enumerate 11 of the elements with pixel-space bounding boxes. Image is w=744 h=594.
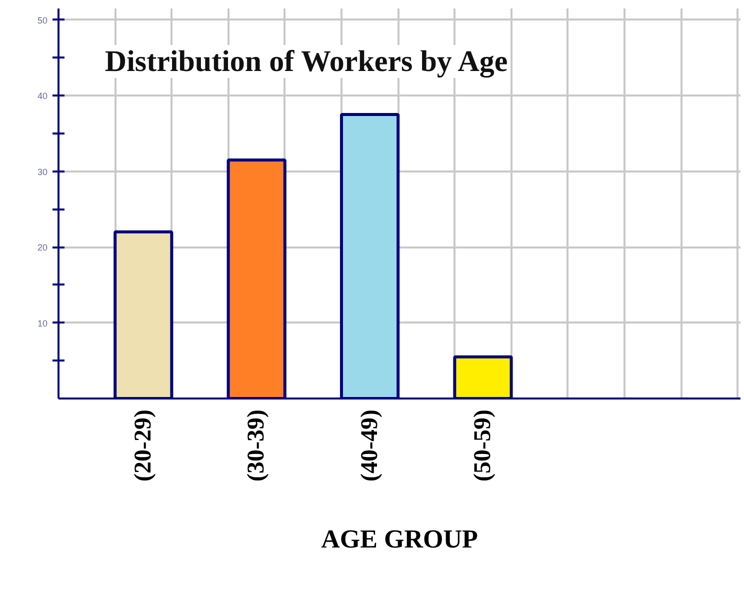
text: Distribution of Workers by Age bbox=[104, 45, 508, 78]
y-tick-label: 50 bbox=[37, 15, 48, 26]
y-tick-label: 30 bbox=[37, 166, 48, 177]
x-tick-label: (20-29) bbox=[130, 409, 156, 482]
y-tick-label: 20 bbox=[37, 242, 48, 253]
x-axis-title: AGE GROUP bbox=[321, 524, 478, 554]
x-tick-label: (40-49) bbox=[356, 409, 383, 482]
y-tick-label: 10 bbox=[37, 318, 48, 328]
y-tick-label: 40 bbox=[37, 91, 48, 102]
x-tick-label: (50-59) bbox=[470, 409, 496, 482]
x-tick-label: (30-39) bbox=[244, 409, 270, 482]
